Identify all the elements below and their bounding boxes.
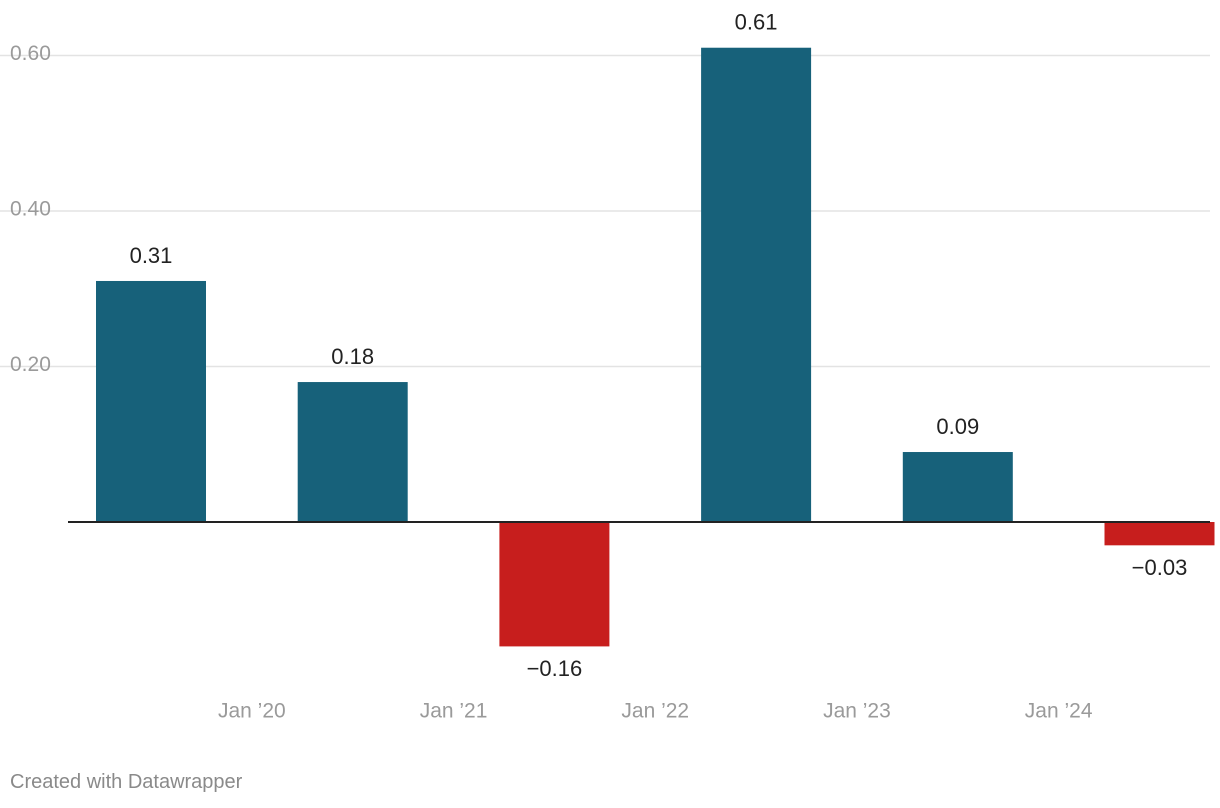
value-label-2019: 0.31 (130, 243, 173, 268)
bar-2021 (499, 522, 610, 647)
y-tick-label: 0.20 (10, 353, 51, 376)
bar-chart: 0.200.400.60 0.310.18−0.160.610.09−0.03 … (0, 10, 1215, 723)
y-axis-ticks: 0.20 0.40 0.60 (10, 42, 51, 376)
y-tick-label: 0.60 (10, 42, 51, 65)
credit-footer: Created with Datawrapper (10, 771, 243, 793)
x-tick-label: Jan ’24 (1025, 700, 1093, 723)
value-label-2021: −0.16 (527, 656, 583, 681)
value-label-2023: 0.09 (936, 414, 979, 439)
value-label-2022: 0.61 (735, 10, 778, 35)
value-label-2024: −0.03 (1132, 555, 1188, 580)
x-axis-ticks: Jan ’20 Jan ’21 Jan ’22 Jan ’23 Jan ’24 (218, 700, 1093, 723)
value-labels: 0.31 0.18 −0.16 0.61 0.09 −0.03 (130, 10, 1188, 682)
bar-2024 (1104, 522, 1215, 546)
y-tick-label: 0.40 (10, 198, 51, 221)
x-tick-label: Jan ’23 (823, 700, 891, 723)
bar-2022 (701, 47, 812, 522)
bar-2023 (902, 452, 1013, 522)
x-tick-label: Jan ’20 (218, 700, 286, 723)
bars (96, 47, 1215, 647)
value-label-2020: 0.18 (331, 344, 374, 369)
bar-2019 (96, 280, 206, 522)
bar-2020 (297, 382, 408, 522)
x-tick-label: Jan ’21 (420, 700, 488, 723)
x-tick-label: Jan ’22 (621, 700, 689, 723)
